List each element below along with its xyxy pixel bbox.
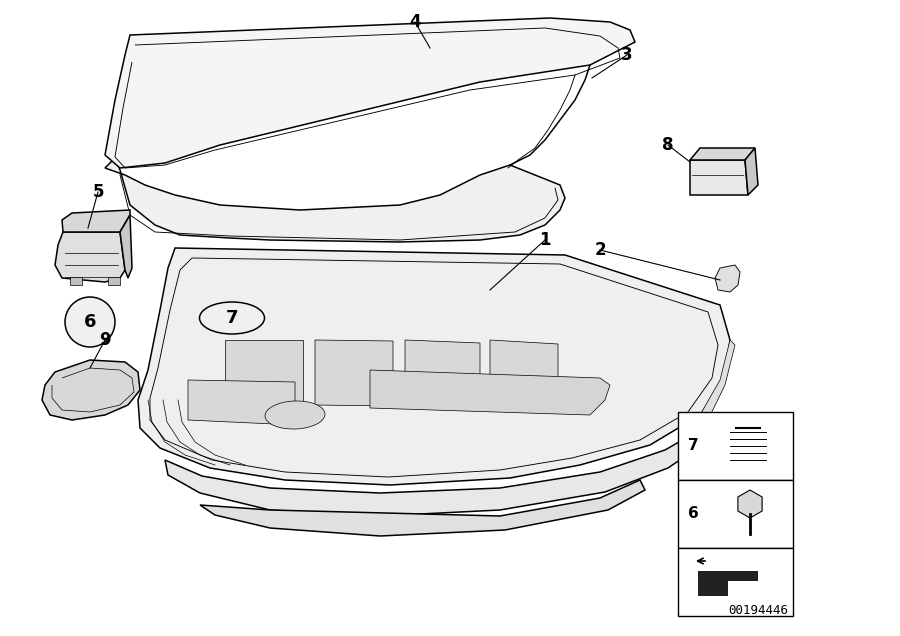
Polygon shape [715, 265, 740, 292]
Polygon shape [105, 158, 565, 242]
Text: 5: 5 [92, 183, 104, 201]
Polygon shape [698, 571, 758, 596]
Bar [678, 480, 793, 548]
Polygon shape [120, 215, 132, 278]
Bar [70, 277, 82, 285]
Polygon shape [165, 430, 702, 516]
Text: 9: 9 [99, 331, 111, 349]
Polygon shape [490, 340, 558, 409]
Text: 2: 2 [594, 241, 606, 259]
Polygon shape [188, 380, 295, 425]
Polygon shape [138, 248, 730, 485]
Polygon shape [700, 340, 735, 422]
Polygon shape [105, 18, 635, 168]
Text: 6: 6 [688, 506, 698, 522]
Text: 8: 8 [662, 136, 674, 154]
Text: 00194446: 00194446 [728, 604, 788, 616]
Polygon shape [690, 148, 755, 160]
Polygon shape [42, 360, 140, 420]
Polygon shape [405, 340, 480, 408]
Circle shape [65, 297, 115, 347]
Bar [678, 548, 793, 616]
Text: 3: 3 [621, 46, 633, 64]
Polygon shape [55, 232, 125, 282]
Bar [108, 277, 120, 285]
Polygon shape [200, 480, 645, 536]
Text: 1: 1 [539, 231, 551, 249]
Ellipse shape [265, 401, 325, 429]
Polygon shape [370, 370, 610, 415]
Polygon shape [225, 340, 303, 405]
Text: 7: 7 [226, 309, 239, 327]
Polygon shape [62, 210, 130, 232]
Polygon shape [315, 340, 393, 406]
Bar [678, 412, 793, 480]
Ellipse shape [200, 302, 265, 334]
Polygon shape [690, 160, 748, 195]
Text: 7: 7 [688, 438, 698, 453]
Text: 6: 6 [84, 313, 96, 331]
Polygon shape [745, 148, 758, 195]
Text: 4: 4 [410, 13, 421, 31]
